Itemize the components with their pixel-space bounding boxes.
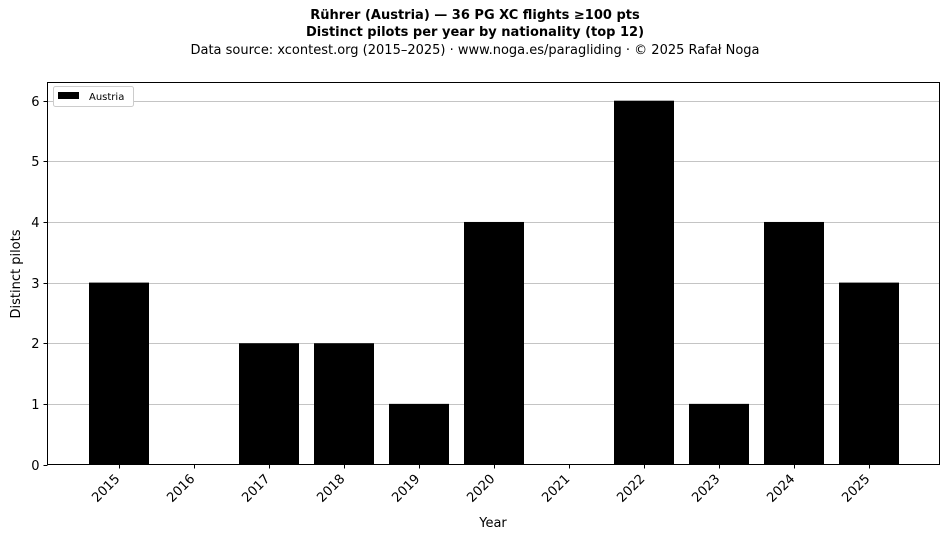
chart-title-main: Rührer (Austria) — 36 PG XC flights ≥100…: [310, 8, 640, 23]
y-tick-label: 5: [31, 155, 39, 170]
y-tick-label: 1: [31, 398, 39, 413]
x-tick-label: 2024: [764, 472, 798, 506]
chart-title-sub: Distinct pilots per year by nationality …: [305, 25, 645, 40]
x-tick-label: 2022: [614, 472, 648, 506]
y-tick-label: 3: [31, 277, 39, 292]
x-tick-label: 2015: [89, 472, 123, 506]
x-tick-label: 2016: [164, 472, 198, 506]
x-tick-label: 2021: [539, 472, 573, 506]
x-tick-label: 2017: [239, 472, 273, 506]
y-axis-label: Distinct pilots: [9, 229, 24, 318]
bar-2017: [239, 343, 299, 465]
bar-2023: [689, 403, 749, 465]
x-tick-label: 2025: [839, 472, 873, 506]
y-tick-label: 6: [31, 95, 39, 110]
bar-2025: [839, 282, 899, 465]
legend-box: [53, 86, 134, 107]
x-axis-label: Year: [478, 516, 507, 531]
y-tick-label: 4: [31, 216, 39, 231]
legend-swatch: [58, 92, 79, 99]
bar-2024: [764, 221, 824, 465]
x-tick-label: 2018: [314, 472, 348, 506]
bar-2018: [314, 343, 374, 465]
legend-label: Austria: [89, 92, 124, 103]
plot-frame: [47, 82, 940, 465]
bar-2022: [614, 100, 674, 465]
x-tick-label: 2019: [389, 472, 423, 506]
y-tick-label: 0: [31, 459, 39, 474]
bar-2019: [389, 403, 449, 465]
x-tick-label: 2020: [464, 472, 498, 506]
x-tick-label: 2023: [689, 472, 723, 506]
chart-source-note: Data source: xcontest.org (2015–2025) · …: [190, 43, 760, 58]
legend: Austria: [53, 86, 134, 107]
bar-2015: [89, 282, 149, 465]
bar-2020: [464, 221, 524, 465]
y-tick-label: 2: [31, 337, 39, 352]
